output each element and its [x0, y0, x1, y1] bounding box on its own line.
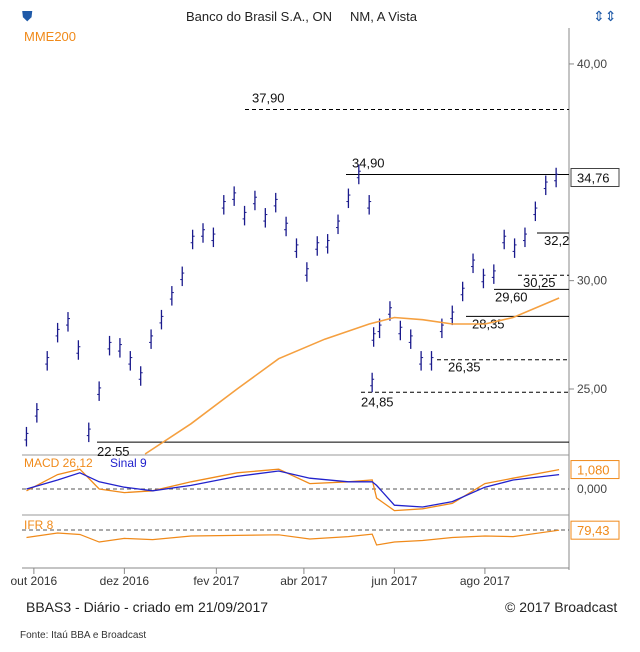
ifr-legend: IFR 8: [24, 518, 54, 532]
source-note: Fonte: Itaú BBA e Broadcast: [20, 630, 147, 641]
last-price-tag: [570, 168, 620, 188]
ma-legend: MME200: [24, 29, 77, 44]
reference-label: 37,90: [252, 90, 285, 105]
y-tick-label: 25,00: [577, 382, 607, 396]
reference-label: 32,2: [544, 233, 569, 248]
macd-legend: MACD 26,12: [24, 456, 93, 470]
macd-zero-label: 0,000: [577, 482, 607, 496]
footer-caption: BBAS3 - Diário - criado em 21/09/2017: [26, 599, 269, 615]
signal-line: [26, 470, 560, 508]
footer-copyright: © 2017 Broadcast: [505, 599, 618, 615]
macd-line: [26, 468, 560, 512]
reference-label: 26,35: [448, 360, 481, 375]
y-tick-label: 40,00: [577, 57, 607, 71]
shield-arrow-icon[interactable]: ⛊: [22, 8, 33, 24]
x-tick-label: abr 2017: [280, 574, 328, 588]
reference-label: 22.55: [97, 444, 130, 459]
macd-last-tag: [570, 460, 620, 480]
ifr-line: [26, 529, 560, 546]
signal-legend: Sinal 9: [110, 456, 147, 470]
chart-title: Banco do Brasil S.A., ON: [186, 9, 332, 24]
reference-label: 29,60: [495, 289, 528, 304]
ifr-last-tag: [570, 520, 620, 540]
ma200-line: [144, 297, 560, 455]
ifr-last-label: 79,43: [577, 523, 610, 538]
reference-label: 24,85: [361, 394, 394, 409]
x-tick-label: ago 2017: [460, 574, 510, 588]
x-tick-label: dez 2016: [100, 574, 150, 588]
y-tick-label: 30,00: [577, 274, 607, 288]
x-tick-label: out 2016: [11, 574, 58, 588]
macd-last-label: 1,080: [577, 463, 610, 478]
x-tick-label: fev 2017: [193, 574, 239, 588]
reference-label: 34,90: [352, 155, 385, 170]
last-price-label: 34,76: [577, 171, 610, 186]
reference-label: 30,25: [523, 275, 556, 290]
chart-subtitle: NM, A Vista: [350, 9, 417, 24]
updown-arrows-icon[interactable]: ⇕⇕: [593, 8, 617, 24]
x-tick-label: jun 2017: [370, 574, 417, 588]
